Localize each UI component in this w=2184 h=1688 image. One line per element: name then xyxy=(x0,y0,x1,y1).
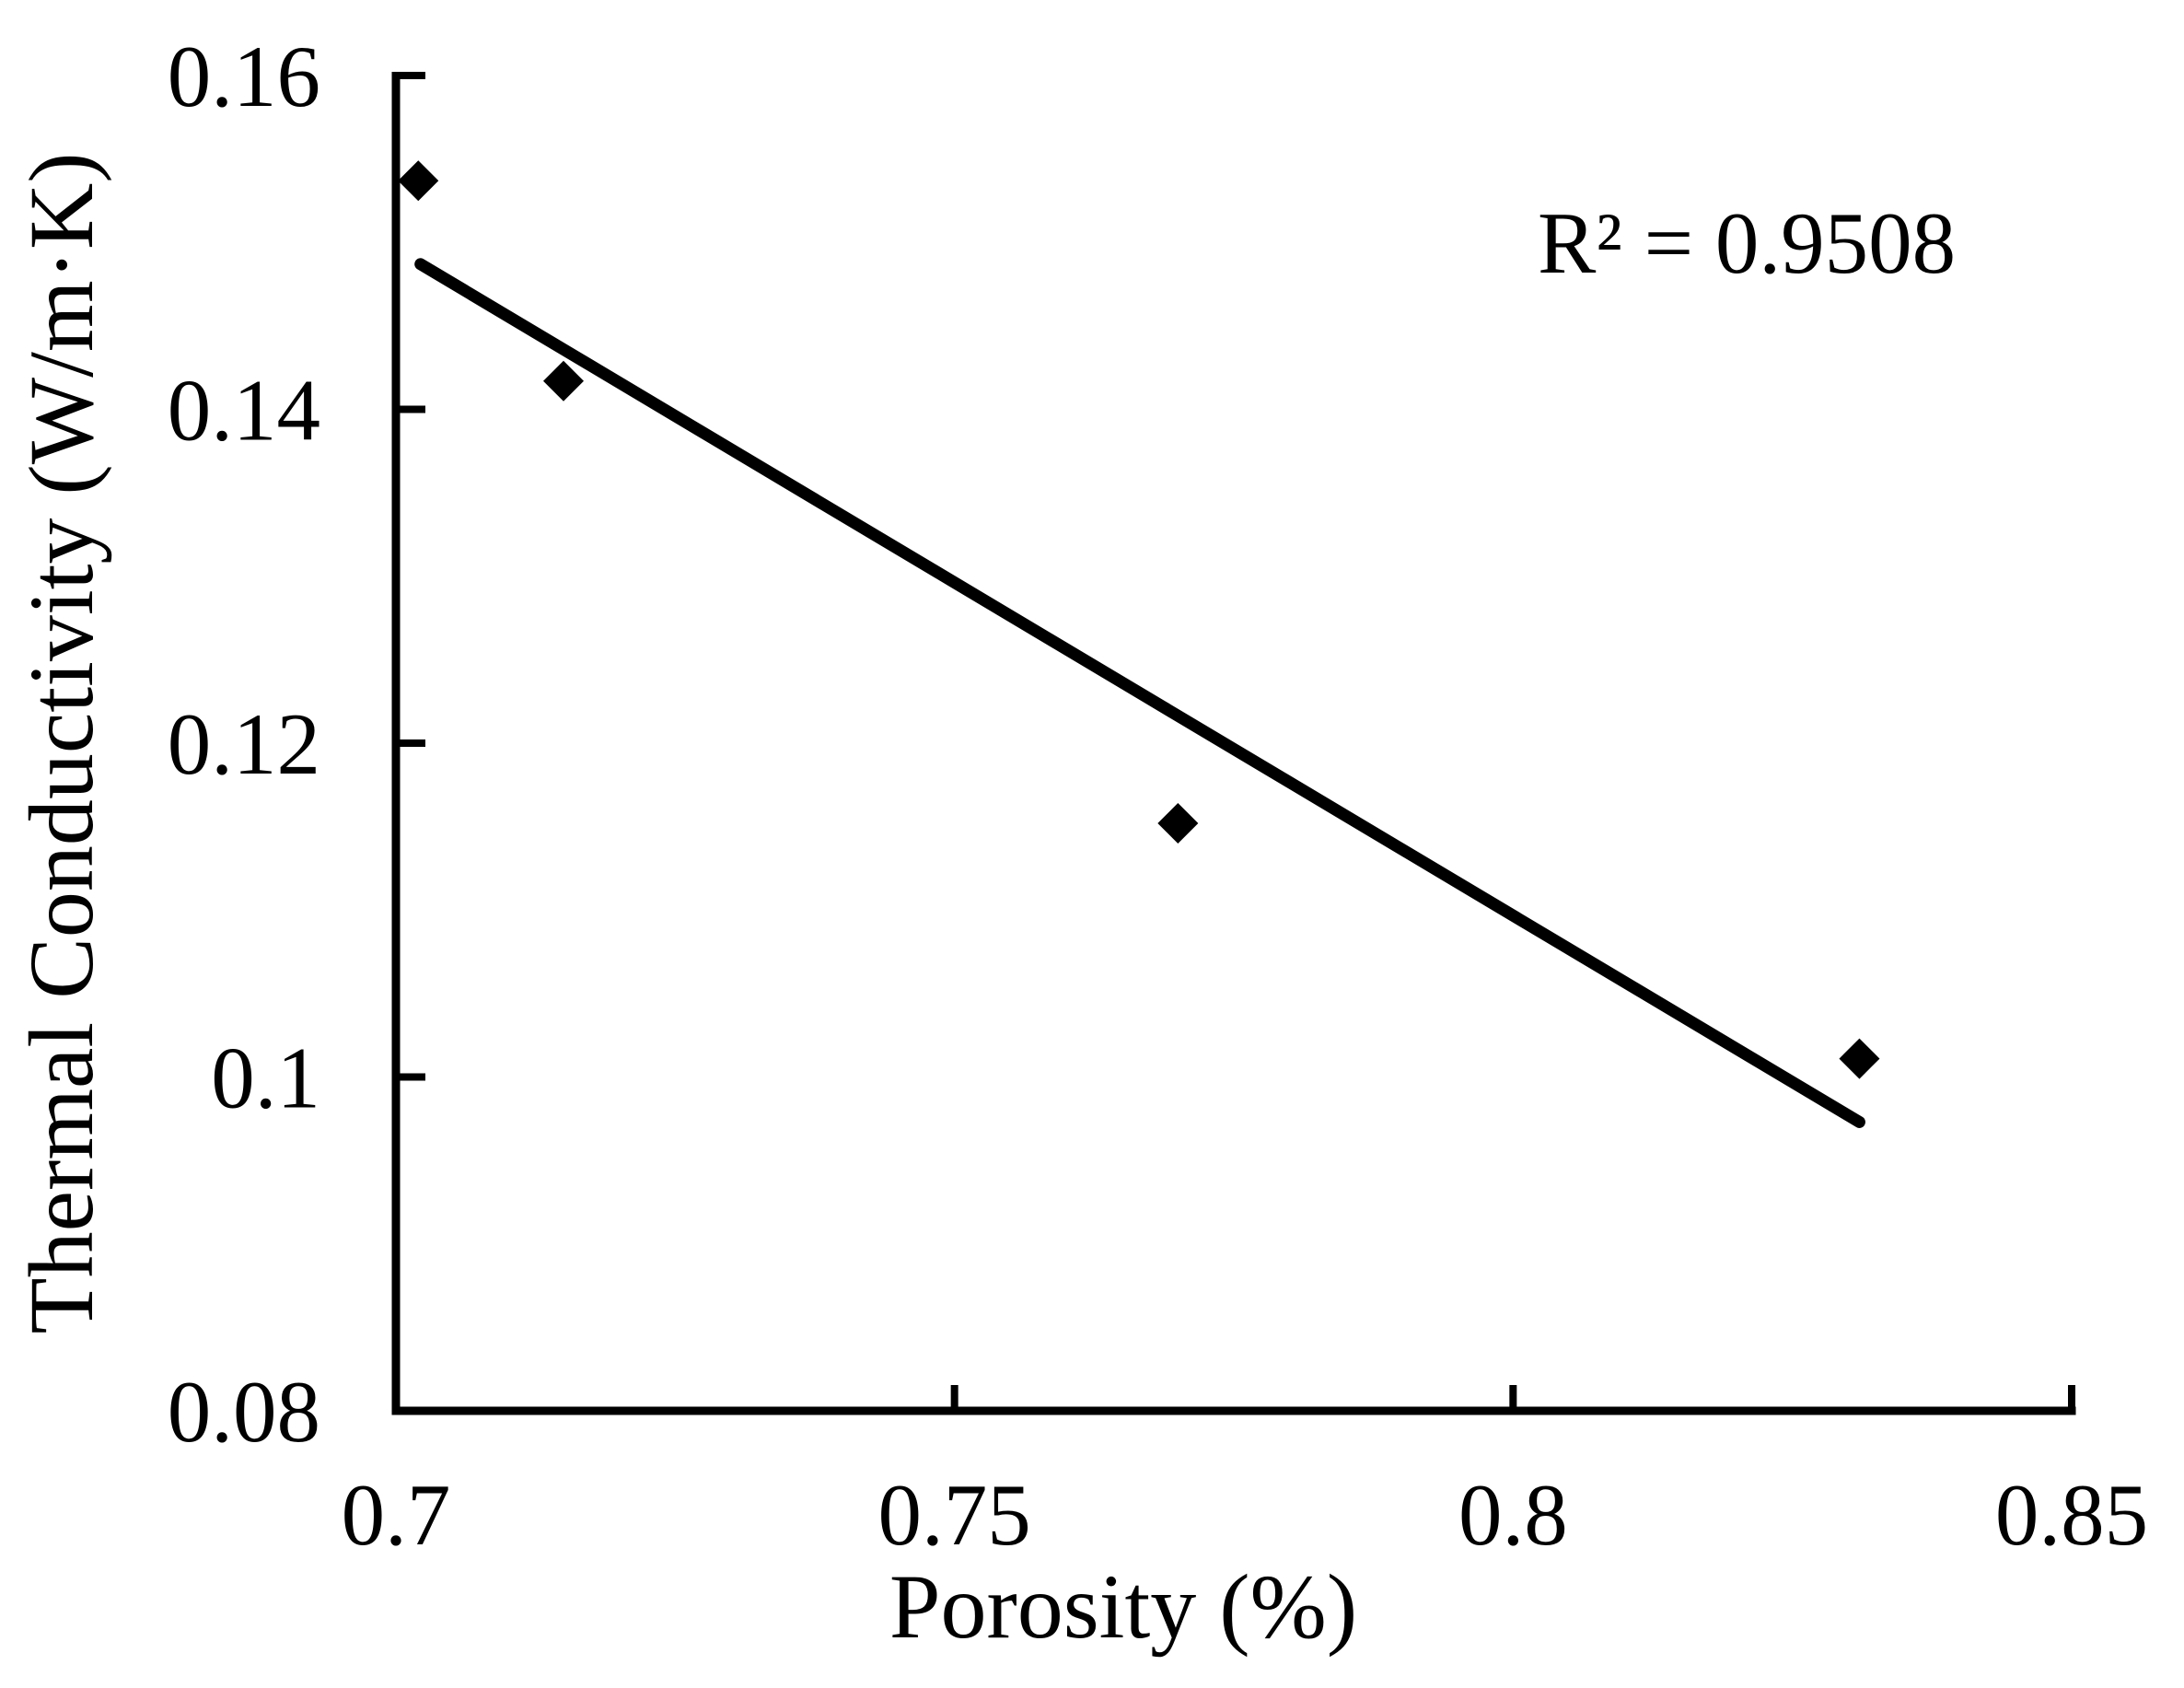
y-tick-label: 0.08 xyxy=(168,1363,320,1461)
y-tick-label: 0.1 xyxy=(211,1030,320,1127)
data-point-diamond xyxy=(1839,1038,1880,1079)
y-tick-label: 0.16 xyxy=(168,28,320,125)
data-point-diamond xyxy=(543,360,584,402)
x-tick-label: 0.85 xyxy=(1995,1466,2148,1564)
x-axis-ticks: 0.7 0.75 0.8 0.85 xyxy=(342,1385,2148,1564)
x-tick-label: 0.75 xyxy=(878,1466,1031,1564)
data-point-diamond xyxy=(398,160,439,202)
data-point-diamond xyxy=(1157,803,1199,844)
x-tick-label: 0.8 xyxy=(1458,1466,1568,1564)
x-tick-label: 0.7 xyxy=(342,1466,451,1564)
data-points xyxy=(398,160,1880,1079)
y-axis-ticks: 0.08 0.1 0.12 0.14 0.16 xyxy=(168,28,425,1461)
y-tick-label: 0.12 xyxy=(168,695,320,793)
y-axis-title: Thermal Conductivity (W/m·K) xyxy=(10,152,112,1333)
y-tick-label: 0.14 xyxy=(168,362,320,460)
r-squared-annotation: R² = 0.9508 xyxy=(1538,194,1956,292)
trend-line xyxy=(414,258,1865,1128)
x-axis-title: Porosity (%) xyxy=(889,1555,1357,1658)
